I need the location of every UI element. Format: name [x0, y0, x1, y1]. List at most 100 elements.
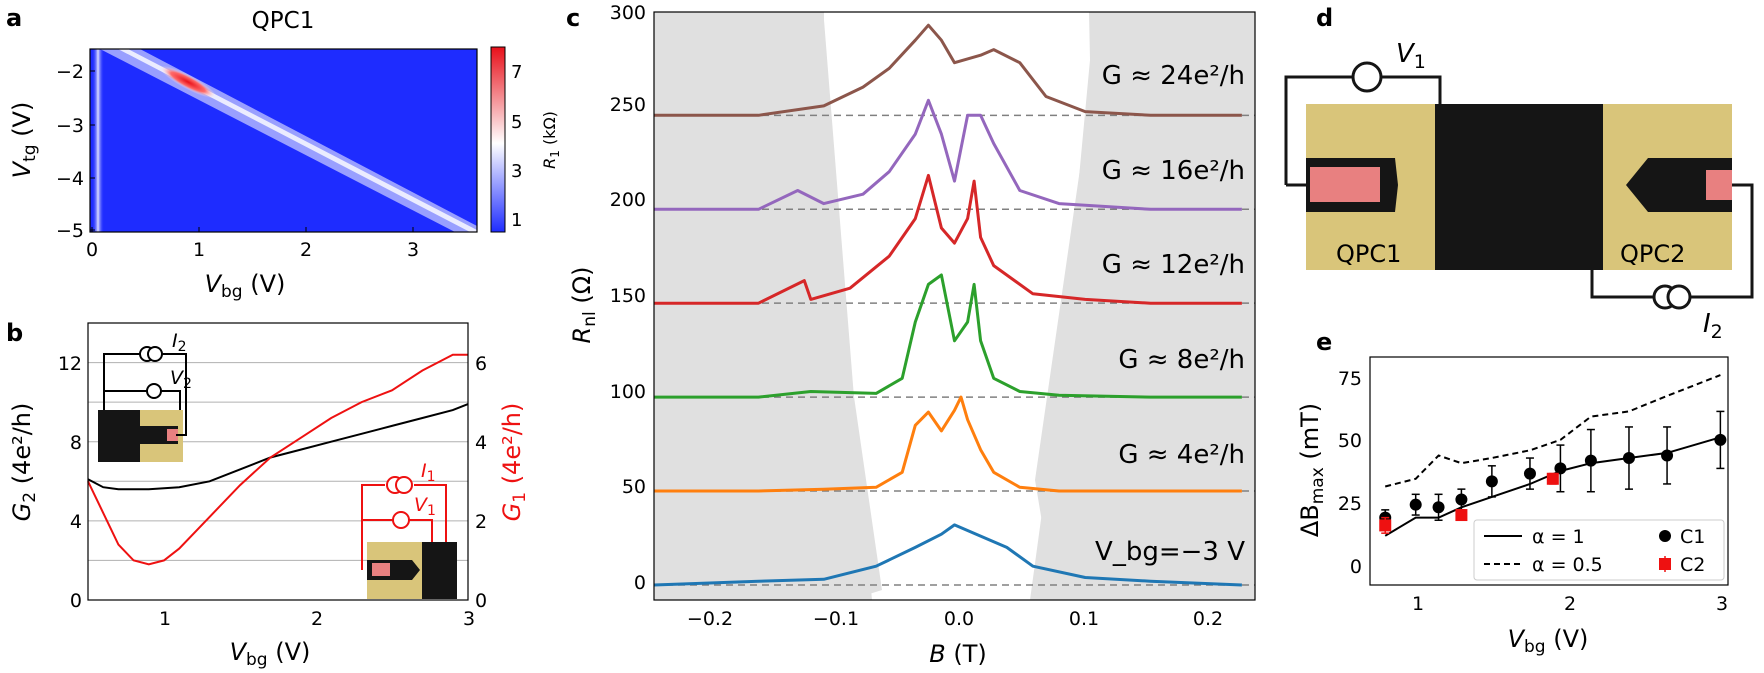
e-point-c1: [1622, 452, 1635, 465]
e-point-c1: [1523, 467, 1536, 480]
b-ytick-left: 4: [70, 511, 82, 533]
a-xtick: 3: [407, 239, 419, 261]
e-point-c1: [1485, 475, 1498, 488]
e-point-c1: [1554, 462, 1567, 475]
e-ytick: 75: [1338, 368, 1362, 390]
c-curve: [653, 523, 1242, 587]
e-point-c1: [1432, 501, 1445, 514]
heatmap-vertical-band: [92, 49, 104, 232]
inset-top-pink: [167, 429, 178, 441]
panel-c-frame: [653, 11, 1256, 601]
b-ylabel-right: G1 (4e²/h): [498, 403, 530, 522]
d-current-label: I2: [1703, 309, 1723, 343]
e-point-c1: [1409, 498, 1422, 511]
colorbar-tick: 7: [511, 62, 522, 83]
voltmeter-icon: [1351, 61, 1383, 93]
heatmap-hotspot: [159, 65, 217, 99]
c-xlabel: B (T): [929, 640, 986, 668]
b-ytick-right: 2: [475, 511, 487, 533]
b-series-G1: [87, 353, 468, 566]
colorbar-tick: 1: [511, 210, 522, 231]
b-ytick-right: 4: [475, 432, 487, 454]
curve-label: G ≈ 8e²/h: [1118, 345, 1245, 375]
inset-bottom-pink: [372, 563, 390, 576]
d-right-label: QPC2: [1620, 240, 1685, 268]
b-ylabel-left: G2 (4e²/h): [8, 403, 40, 522]
e-ytick: 25: [1338, 493, 1362, 515]
panel-a-title: QPC1: [252, 8, 315, 34]
a-ytick: −3: [56, 115, 84, 137]
c-curve: [654, 273, 1242, 399]
a-ytick: −2: [56, 61, 84, 83]
e-legend: α = 1 α = 0.5 C1 C2: [1473, 519, 1725, 581]
inset-bottom-circuit: I1 V1: [361, 460, 457, 599]
curve-label: V_bg=−3 V: [1095, 537, 1245, 567]
curve-label: G ≈ 4e²/h: [1118, 440, 1245, 470]
c-ytick: 300: [610, 2, 646, 24]
panel-d-letter: d: [1316, 4, 1333, 32]
c-curve: [654, 395, 1242, 493]
c-xtick: −0.2: [687, 608, 733, 630]
c-ytick: 200: [610, 189, 646, 211]
e-xtick: 3: [1716, 593, 1728, 615]
inset-bottom-current-label: I1: [421, 460, 436, 485]
b-ytick-left: 8: [70, 432, 82, 454]
a-ylabel: Vtg (V): [8, 102, 40, 179]
panel-e: e 0 25 50 75 1 2 3 Vbg (V) ΔBmax (mT) α …: [1296, 328, 1729, 657]
b-xtick: 3: [463, 608, 475, 630]
legend-c1-label: C1: [1680, 526, 1705, 548]
pink-strip-left: [1310, 167, 1380, 202]
gray-exclusion-regions: [654, 12, 1255, 600]
b-ytick-left: 12: [58, 353, 82, 375]
panel-a-frame: [89, 48, 478, 233]
colorbar-label: R1 (kΩ): [540, 111, 562, 169]
e-point-c2: [1546, 472, 1559, 485]
e-xtick: 1: [1412, 593, 1424, 615]
voltmeter-icon: [146, 383, 162, 399]
a-ytick: −5: [56, 220, 84, 242]
e-point-c1: [1714, 433, 1727, 446]
inset-bottom-dark: [422, 542, 457, 599]
inset-top-dark: [98, 410, 140, 462]
c-ytick: 100: [610, 381, 646, 403]
e-point-c2: [1379, 519, 1392, 532]
e-point-c2: [1455, 509, 1468, 522]
e-line-dashed: [1384, 374, 1721, 488]
b-xtick: 2: [311, 608, 323, 630]
a-xlabel: Vbg (V): [205, 270, 286, 302]
panel-d: d V1 I2 QPC1 QPC2: [1284, 4, 1754, 343]
d-left-label: QPC1: [1336, 240, 1401, 268]
panel-b: b 1 2 3 0 4 8 12 0 2 4 6 Vbg (V) G2 (4e²…: [6, 319, 530, 670]
b-ytick-right: 0: [475, 590, 487, 612]
e-ylabel: ΔBmax (mT): [1296, 403, 1328, 537]
e-point-c1: [1455, 493, 1468, 506]
legend-c2-marker: [1659, 558, 1671, 570]
colorbar-tick: 3: [511, 161, 522, 182]
inset-top-circuit: I2 V2: [98, 330, 192, 462]
c-xtick: 0.1: [1069, 608, 1099, 630]
a-xtick: 1: [193, 239, 205, 261]
pink-strip-right: [1706, 170, 1732, 200]
panel-e-frame: [1369, 356, 1729, 586]
b-xtick: 1: [159, 608, 171, 630]
inset-bottom-voltage-label: V1: [414, 494, 436, 519]
legend-solid-label: α = 1: [1532, 526, 1585, 548]
c-curve: [654, 173, 1242, 305]
b-xlabel: Vbg (V): [230, 638, 311, 670]
c-ylabel: Rnl (Ω): [568, 267, 600, 344]
e-ytick: 0: [1350, 556, 1362, 578]
e-ytick: 50: [1338, 430, 1362, 452]
c-curve: [654, 23, 1242, 117]
panel-b-letter: b: [6, 319, 23, 347]
c-curve: [654, 98, 1242, 211]
colorbar-tick: 5: [511, 112, 522, 133]
a-xtick: 2: [300, 239, 312, 261]
e-xlabel: Vbg (V): [1508, 625, 1589, 657]
d-voltage-label: V1: [1396, 39, 1426, 73]
panel-a-letter: a: [6, 4, 22, 32]
panel-b-frame: [87, 322, 469, 601]
a-ytick: −4: [56, 168, 84, 190]
a-xtick: 0: [86, 239, 98, 261]
legend-dashed-label: α = 0.5: [1532, 554, 1603, 576]
